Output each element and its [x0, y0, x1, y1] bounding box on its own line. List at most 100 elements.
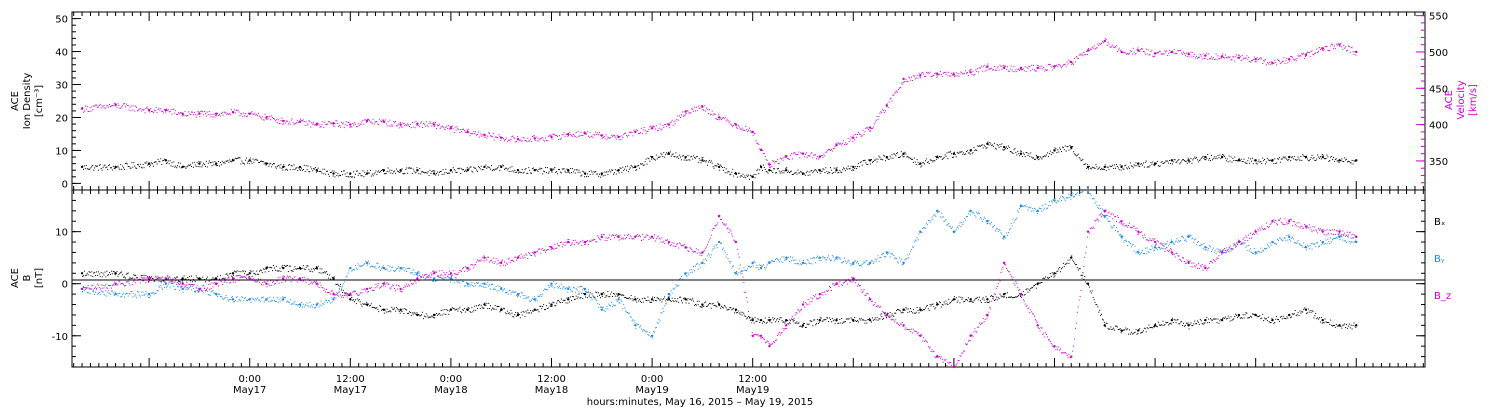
data-dot [1095, 49, 1096, 50]
data-dot [659, 157, 660, 158]
data-dot [272, 164, 273, 165]
data-dot [685, 158, 686, 159]
data-dot [327, 274, 328, 275]
data-dot [782, 158, 783, 159]
data-dot [661, 154, 662, 155]
data-dot [198, 161, 199, 162]
data-dot [326, 124, 327, 125]
data-dot [160, 281, 161, 282]
data-dot [276, 119, 277, 120]
data-dot [726, 121, 727, 122]
data-dot [624, 169, 625, 170]
data-dot [432, 316, 433, 317]
data-point [701, 303, 703, 305]
data-dot [782, 170, 783, 171]
y-tick-label-left: 0 [62, 179, 68, 190]
data-dot [1247, 160, 1248, 161]
data-dot [1141, 332, 1142, 333]
data-dot [1101, 168, 1102, 169]
data-dot [565, 134, 566, 135]
data-dot [1259, 162, 1260, 163]
data-dot [654, 297, 655, 298]
data-dot [215, 164, 216, 165]
data-dot [377, 123, 378, 124]
data-dot [755, 317, 756, 318]
data-dot [1017, 69, 1018, 70]
data-dot [806, 152, 807, 153]
data-dot [851, 138, 852, 139]
data-dot [724, 167, 725, 168]
data-dot [875, 317, 876, 318]
data-dot [278, 165, 279, 166]
data-dot [613, 174, 614, 175]
data-dot [184, 275, 185, 276]
data-dot [792, 158, 793, 159]
data-dot [1267, 62, 1268, 63]
data-dot [1078, 154, 1079, 155]
data-dot [1013, 297, 1014, 298]
y-tick-label-right: 350 [1429, 157, 1448, 168]
data-dot [715, 305, 716, 306]
data-dot [1296, 160, 1297, 161]
data-dot [970, 70, 971, 71]
data-dot [546, 305, 547, 306]
data-dot [1325, 158, 1326, 159]
data-dot [271, 166, 272, 167]
data-dot [128, 105, 129, 106]
data-dot [727, 172, 728, 173]
data-dot [782, 160, 783, 161]
data-dot [972, 74, 973, 75]
data-point [718, 116, 720, 118]
data-dot [969, 301, 970, 302]
data-dot [300, 119, 301, 120]
data-dot [1031, 157, 1032, 158]
data-dot [1081, 55, 1082, 56]
data-dot [902, 312, 903, 313]
data-dot [387, 309, 388, 310]
data-dot [100, 164, 101, 165]
data-dot [106, 271, 107, 272]
data-dot [330, 279, 331, 280]
data-dot [567, 303, 568, 304]
data-dot [246, 158, 247, 159]
data-dot [251, 271, 252, 272]
data-dot [1285, 158, 1286, 159]
data-dot [301, 168, 302, 169]
data-dot [848, 166, 849, 167]
data-dot [797, 323, 798, 324]
data-dot [592, 293, 593, 294]
data-dot [1221, 58, 1222, 59]
data-dot [429, 121, 430, 122]
data-dot [706, 108, 707, 109]
data-dot [529, 312, 530, 313]
data-dot [314, 269, 315, 270]
data-dot [360, 173, 361, 174]
data-dot [304, 268, 305, 269]
data-dot [1104, 169, 1105, 170]
data-dot [311, 168, 312, 169]
data-dot [418, 125, 419, 126]
data-dot [167, 162, 168, 163]
data-dot [1101, 43, 1102, 44]
data-dot [990, 143, 991, 144]
data-dot [1242, 318, 1243, 319]
data-dot [496, 309, 497, 310]
data-dot [1231, 316, 1232, 317]
data-dot [1227, 158, 1228, 159]
data-dot [898, 157, 899, 158]
data-dot [944, 72, 945, 73]
data-dot [416, 312, 417, 313]
data-dot [390, 311, 391, 312]
data-dot [254, 113, 255, 114]
data-dot [342, 292, 343, 293]
data-dot [991, 145, 992, 146]
data-dot [945, 156, 946, 157]
data-dot [578, 296, 579, 297]
y-tick-label-left: 40 [55, 48, 68, 59]
data-dot [928, 308, 929, 309]
data-dot [537, 309, 538, 310]
data-dot [985, 146, 986, 147]
data-dot [1176, 53, 1177, 54]
data-dot [1222, 154, 1223, 155]
data-dot [1322, 49, 1323, 50]
